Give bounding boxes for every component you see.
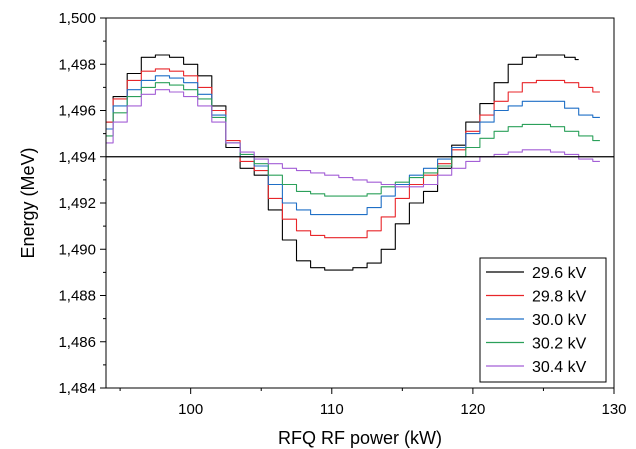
legend: 29.6 kV 29.8 kV 30.0 kV 30.2 kV 30.4 kV <box>479 257 607 383</box>
series-line-2 <box>106 75 600 216</box>
series-layer <box>106 54 600 271</box>
y-tick-label: 1,486 <box>58 334 96 351</box>
y-tick-label: 1,498 <box>58 56 96 73</box>
series-line-4 <box>106 89 600 188</box>
y-tick-label: 1,496 <box>58 103 96 120</box>
y-tick-label: 1,488 <box>58 288 96 305</box>
series-line-0 <box>106 54 579 271</box>
legend-box <box>479 257 607 383</box>
y-tick-label: 1,492 <box>58 195 96 212</box>
x-tick-label: 110 <box>320 401 344 418</box>
x-tick-label: 120 <box>460 401 485 418</box>
ticks-layer: 100 110 120 130 1,484 1,486 1,488 1,490 1,492 1,4… <box>58 10 626 418</box>
x-tick-label: 130 <box>601 401 626 418</box>
legend-label: 30.2 kV <box>532 336 587 353</box>
y-tick-label: 1,494 <box>58 149 96 166</box>
series-line-1 <box>106 68 600 239</box>
y-axis-title: Energy (MeV) <box>18 147 38 258</box>
legend-label: 29.8 kV <box>532 289 587 306</box>
legend-label: 30.0 kV <box>532 312 587 329</box>
y-tick-label: 1,490 <box>58 241 96 258</box>
legend-label: 29.6 kV <box>532 265 587 282</box>
y-tick-label: 1,500 <box>58 10 96 27</box>
legend-label: 30.4 kV <box>532 359 587 376</box>
series-line-3 <box>106 82 600 197</box>
y-tick-label: 1,484 <box>58 380 96 397</box>
x-axis-title: RFQ RF power (kW) <box>278 428 442 448</box>
x-tick-label: 100 <box>178 401 203 418</box>
